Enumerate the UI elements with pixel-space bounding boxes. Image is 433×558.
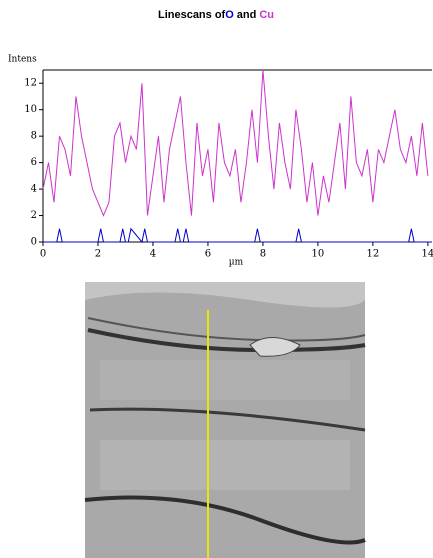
- x-tick-label: 8: [260, 249, 266, 260]
- y-tick-label: 10: [24, 104, 37, 115]
- image-band: [89, 407, 366, 432]
- x-tick-label: 0: [40, 249, 46, 260]
- y-tick-label: 6: [31, 157, 37, 168]
- y-axis-label: Intens: [8, 55, 37, 65]
- x-tick-label: 2: [95, 249, 101, 260]
- plot-area: 0 2 4 6 8 10 12 0 2 4 6 8 10 12 14: [24, 69, 433, 260]
- y-tick-label: 0: [31, 237, 37, 248]
- image-feature: [249, 337, 301, 357]
- x-tick-label: 12: [367, 249, 380, 260]
- x-tick-label: 4: [150, 249, 156, 260]
- y-tick-label: 4: [31, 184, 37, 195]
- title-conjunction: and: [237, 9, 257, 21]
- y-tick-label: 2: [31, 210, 37, 221]
- chart-title: Linescans ofO and Cu: [158, 9, 274, 21]
- image-region: [100, 440, 350, 490]
- series-line: [43, 227, 432, 244]
- image-region: [85, 282, 365, 308]
- y-tick-label: 12: [24, 78, 37, 89]
- series-line: [42, 69, 429, 217]
- image-band: [87, 317, 366, 342]
- x-tick-label: 10: [312, 249, 325, 260]
- image-background: [85, 282, 365, 558]
- image-region: [100, 360, 350, 400]
- y-tick-label: 8: [31, 131, 37, 142]
- image-band: [84, 495, 366, 545]
- title-series-o: O: [225, 9, 234, 21]
- x-tick-label: 6: [205, 249, 211, 260]
- title-series-cu: Cu: [259, 9, 274, 21]
- sem-image: [84, 282, 366, 558]
- title-text: Linescans of: [158, 9, 226, 21]
- x-tick-label: 14: [422, 249, 433, 260]
- x-axis-label: µm: [229, 258, 244, 268]
